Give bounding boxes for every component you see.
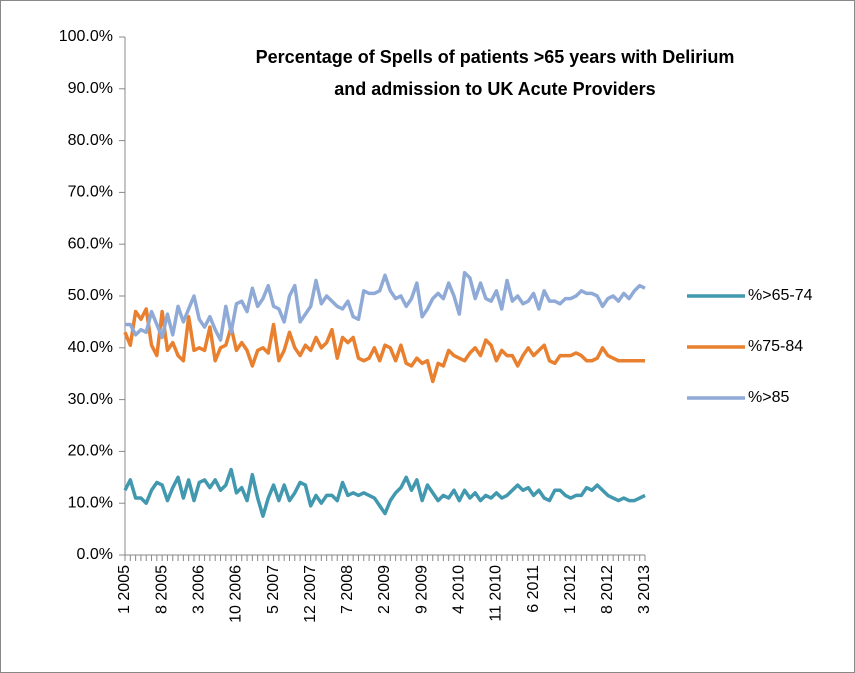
x-tick-label: 11 2010 [488, 565, 505, 622]
x-tick-label: 5 2007 [265, 565, 282, 614]
x-tick-label: 12 2007 [302, 565, 319, 623]
y-tick-label: 60.0% [68, 235, 113, 252]
series-line [123, 307, 645, 384]
y-tick-label: 20.0% [68, 443, 113, 460]
x-tick-label: 8 2005 [153, 565, 170, 614]
y-tick-label: 10.0% [68, 494, 113, 511]
legend-label: %75-84 [748, 338, 803, 355]
y-tick-label: 0.0% [77, 546, 113, 563]
series-line [123, 467, 646, 518]
y-tick-label: 100.0% [59, 28, 113, 45]
y-tick-label: 30.0% [68, 391, 113, 408]
x-tick-label: 8 2012 [599, 565, 616, 614]
x-tick-label: 9 2009 [413, 565, 430, 614]
chart-title: and admission to UK Acute Providers [334, 79, 655, 99]
y-tick-label: 50.0% [68, 287, 113, 304]
x-tick-label: 1 2005 [116, 565, 133, 614]
x-tick-label: 4 2010 [451, 565, 468, 614]
x-tick-label: 6 2011 [525, 565, 542, 613]
legend-label: %>65-74 [748, 287, 813, 304]
series-line [125, 270, 646, 342]
x-tick-label: 3 2013 [636, 565, 653, 614]
legend-label: %>85 [748, 389, 789, 406]
y-tick-label: 80.0% [68, 132, 113, 149]
x-tick-label: 2 2009 [376, 565, 393, 614]
x-tick-label: 10 2006 [228, 565, 245, 623]
y-tick-label: 70.0% [68, 184, 113, 201]
y-tick-label: 90.0% [68, 80, 113, 97]
x-tick-label: 3 2006 [191, 565, 208, 614]
x-tick-label: 1 2012 [562, 565, 579, 614]
y-tick-label: 40.0% [68, 339, 113, 356]
chart-title: Percentage of Spells of patients >65 yea… [256, 47, 735, 67]
x-tick-label: 7 2008 [339, 565, 356, 614]
